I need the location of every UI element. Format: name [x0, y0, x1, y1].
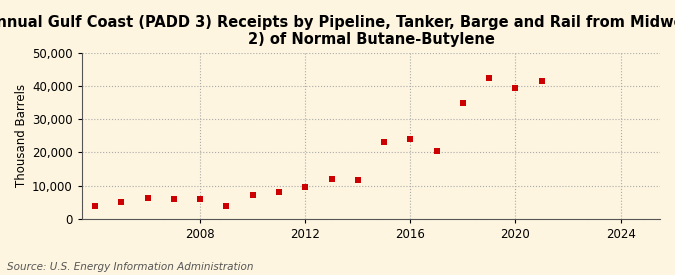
- Point: [221, 204, 232, 209]
- Point: [405, 137, 416, 141]
- Point: [142, 196, 153, 200]
- Point: [300, 185, 310, 189]
- Point: [510, 86, 521, 90]
- Point: [484, 75, 495, 80]
- Text: Source: U.S. Energy Information Administration: Source: U.S. Energy Information Administ…: [7, 262, 253, 272]
- Point: [169, 197, 180, 201]
- Y-axis label: Thousand Barrels: Thousand Barrels: [15, 84, 28, 187]
- Title: Annual Gulf Coast (PADD 3) Receipts by Pipeline, Tanker, Barge and Rail from Mid: Annual Gulf Coast (PADD 3) Receipts by P…: [0, 15, 675, 47]
- Point: [90, 204, 101, 208]
- Point: [537, 79, 547, 83]
- Point: [352, 178, 363, 182]
- Point: [116, 200, 127, 204]
- Point: [431, 148, 442, 153]
- Point: [379, 140, 389, 145]
- Point: [195, 197, 206, 202]
- Point: [458, 100, 468, 105]
- Point: [247, 193, 258, 198]
- Point: [326, 177, 337, 181]
- Point: [273, 190, 284, 194]
